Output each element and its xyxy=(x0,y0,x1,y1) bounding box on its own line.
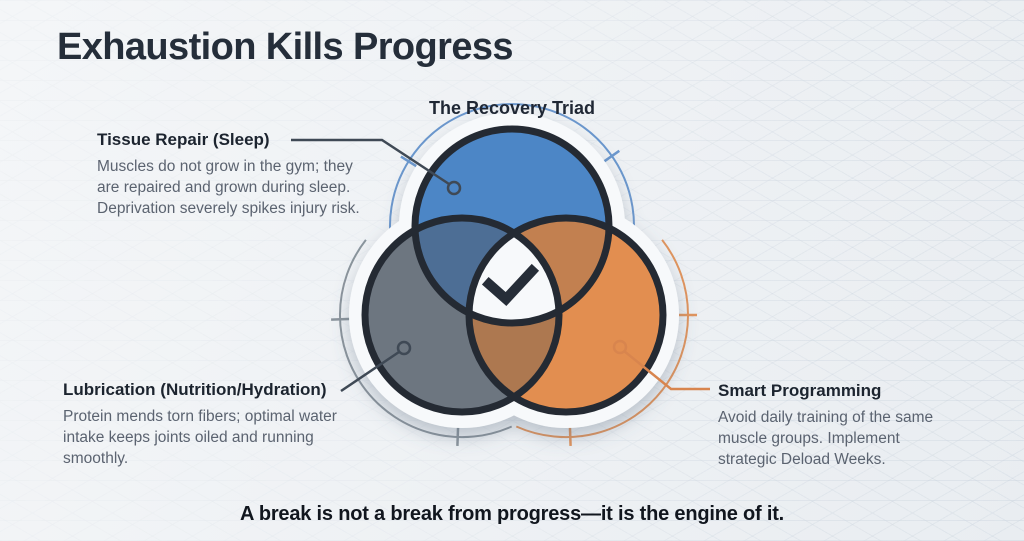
label-block-smart-programming: Smart Programming Avoid daily training o… xyxy=(718,381,960,470)
circle-outlines xyxy=(361,125,667,416)
arc-tick xyxy=(568,425,572,446)
outer-arc-sleep xyxy=(389,103,635,260)
connector-tissue-repair xyxy=(291,138,462,196)
connector-dot xyxy=(446,180,462,196)
node-label: Lubrication (Nutrition/Hydration) xyxy=(63,380,327,399)
connector-lubrication xyxy=(340,340,412,393)
node-description: Protein mends torn fibers; optimal water… xyxy=(63,408,337,468)
arc-tick xyxy=(456,425,460,446)
outer-arc-nutrition xyxy=(331,239,513,446)
node-label: Smart Programming xyxy=(718,381,882,400)
arc-tick xyxy=(400,155,419,169)
footer-tagline: A break is not a break from progress—it … xyxy=(239,503,785,525)
diagram-title: The Recovery Triad xyxy=(428,98,596,118)
node-description: Muscles do not grow in the gym; they are… xyxy=(97,158,360,218)
node-description: Avoid daily training of the same muscle … xyxy=(718,409,934,469)
outer-arc-programming xyxy=(515,239,697,446)
node-label: Tissue Repair (Sleep) xyxy=(97,130,270,149)
arc-tick xyxy=(331,317,352,321)
label-block-tissue-repair: Tissue Repair (Sleep) Muscles do not gro… xyxy=(97,130,379,219)
connector-dot xyxy=(396,340,412,356)
connector-smart-programming xyxy=(612,339,710,391)
connector-dot xyxy=(612,339,628,355)
page-title: Exhaustion Kills Progress xyxy=(57,26,514,68)
arc-tick xyxy=(602,149,621,164)
checkmark-icon xyxy=(481,263,540,306)
label-block-lubrication: Lubrication (Nutrition/Hydration) Protei… xyxy=(63,380,365,469)
